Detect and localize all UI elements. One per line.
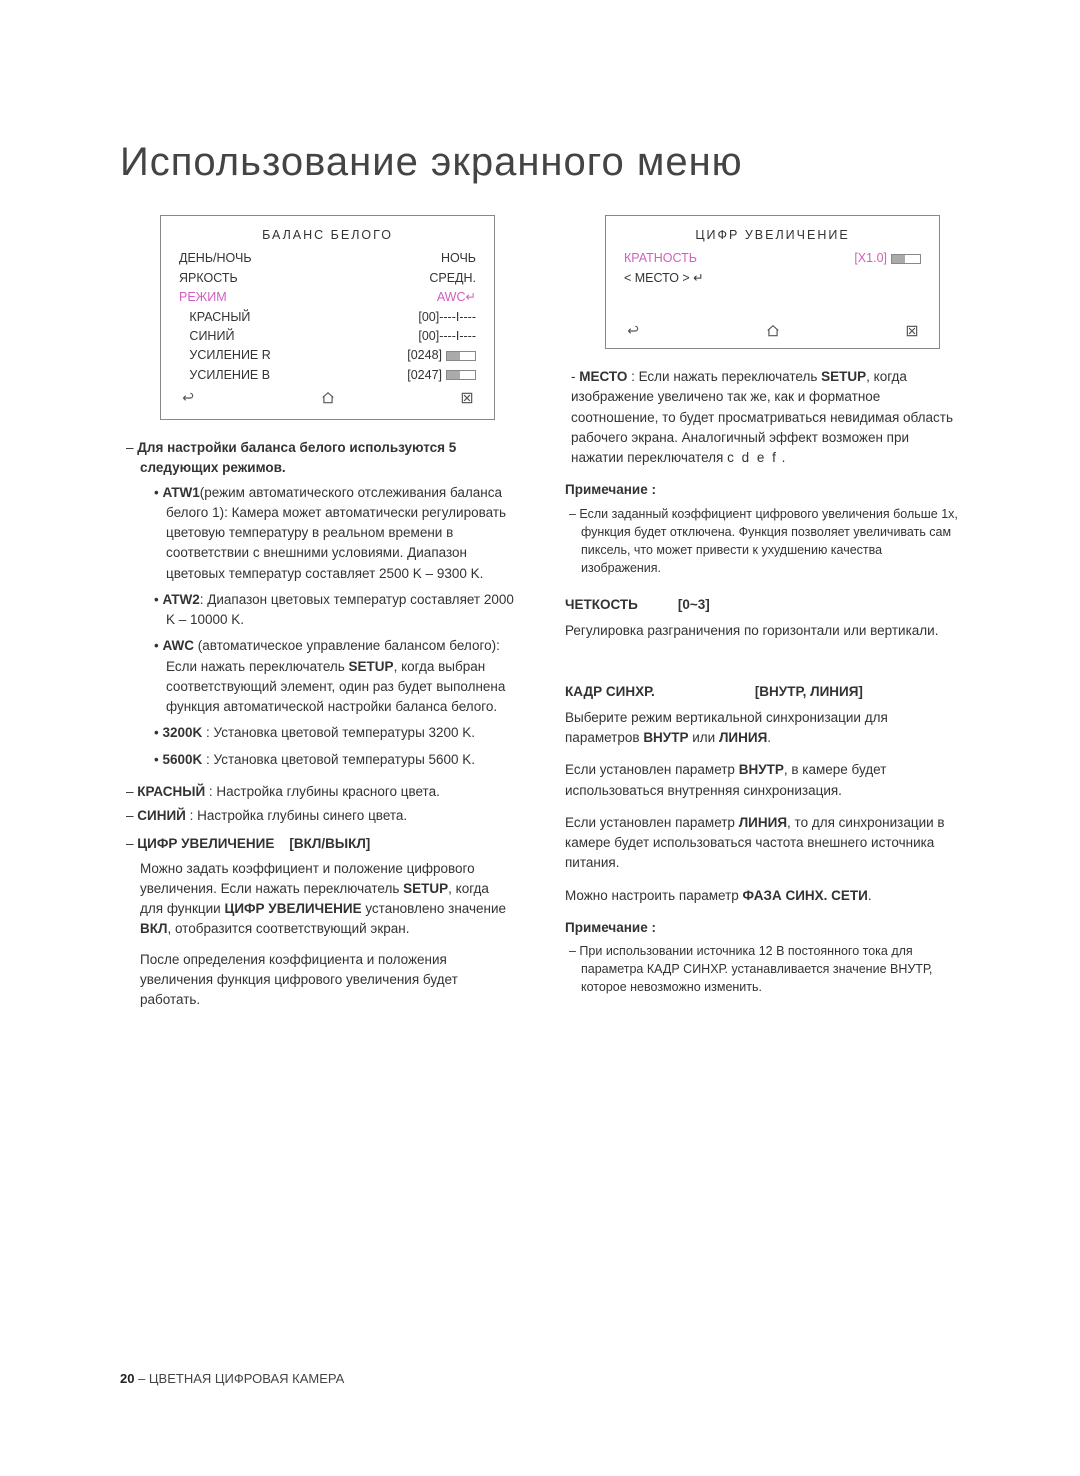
page-title: Использование экранного меню [120, 140, 960, 185]
dzoom-p2: После определения коэффициента и положен… [120, 950, 515, 1011]
osd-row: КРАТНОСТЬ[X1.0] [620, 249, 925, 268]
osd-bottom-icons [620, 318, 925, 338]
mesto-paragraph: - МЕСТО : Если нажать переключатель SETU… [565, 367, 960, 468]
wb-mode-item: • AWC (автоматическое управление балансо… [120, 636, 515, 717]
home-icon [321, 391, 335, 405]
page-footer: 20 – ЦВЕТНАЯ ЦИФРОВАЯ КАМЕРА [120, 1371, 344, 1386]
osd-box-dzoom: ЦИФР УВЕЛИЧЕНИЕ КРАТНОСТЬ[X1.0]< МЕСТО >… [605, 215, 940, 349]
osd-row: СИНИЙ[00]----I---- [175, 327, 480, 346]
wb-intro: – Для настройки баланса белого использую… [120, 438, 515, 479]
return-icon [626, 324, 640, 338]
osd-title: ЦИФР УВЕЛИЧЕНИЕ [620, 226, 925, 245]
two-columns: БАЛАНС БЕЛОГО ДЕНЬ/НОЧЬНОЧЬЯРКОСТЬСРЕДН.… [120, 215, 960, 1022]
wb-mode-item: • ATW1(режим автоматического отслеживани… [120, 483, 515, 584]
sync-p4: Можно настроить параметр ФАЗА СИНХ. СЕТИ… [565, 886, 960, 906]
dzoom-p1: Можно задать коэффициент и положение циф… [120, 859, 515, 940]
osd-row: < МЕСТО > ↵ [620, 269, 925, 288]
dzoom-heading: – ЦИФР УВЕЛИЧЕНИЕ [ВКЛ/ВЫКЛ] [120, 834, 515, 854]
red-setting: – КРАСНЫЙ : Настройка глубины красного ц… [120, 782, 515, 802]
return-icon [181, 391, 195, 405]
blue-setting: – СИНИЙ : Настройка глубины синего цвета… [120, 806, 515, 826]
osd-title: БАЛАНС БЕЛОГО [175, 226, 480, 245]
home-icon [766, 324, 780, 338]
note-heading: Примечание : [565, 918, 960, 938]
wb-mode-item: • 5600K : Установка цветовой температуры… [120, 750, 515, 770]
osd-bottom-icons [175, 385, 480, 405]
wb-mode-item: • 3200K : Установка цветовой температуры… [120, 723, 515, 743]
wb-mode-item: • ATW2: Диапазон цветовых температур сос… [120, 590, 515, 631]
osd-box-white-balance: БАЛАНС БЕЛОГО ДЕНЬ/НОЧЬНОЧЬЯРКОСТЬСРЕДН.… [160, 215, 495, 420]
osd-row: ЯРКОСТЬСРЕДН. [175, 269, 480, 288]
sync-p2: Если установлен параметр ВНУТР, в камере… [565, 760, 960, 801]
right-column: ЦИФР УВЕЛИЧЕНИЕ КРАТНОСТЬ[X1.0]< МЕСТО >… [565, 215, 960, 1022]
close-icon [460, 391, 474, 405]
left-column: БАЛАНС БЕЛОГО ДЕНЬ/НОЧЬНОЧЬЯРКОСТЬСРЕДН.… [120, 215, 515, 1022]
sync-heading: КАДР СИНХР.[ВНУТР, ЛИНИЯ] [565, 682, 960, 702]
osd-row: РЕЖИМAWC↵ [175, 288, 480, 307]
note-body: – Если заданный коэффициент цифрового ув… [565, 505, 960, 578]
osd-row: КРАСНЫЙ[00]----I---- [175, 308, 480, 327]
note-heading: Примечание : [565, 480, 960, 500]
sharpness-heading: ЧЕТКОСТЬ[0~3] [565, 595, 960, 615]
close-icon [905, 324, 919, 338]
osd-row: УСИЛЕНИЕ B[0247] [175, 366, 480, 385]
sharpness-body: Регулировка разграничения по горизонтали… [565, 621, 960, 641]
page: Использование экранного меню БАЛАНС БЕЛО… [0, 0, 1080, 1082]
osd-row: УСИЛЕНИЕ R[0248] [175, 346, 480, 365]
note-body: – При использовании источника 12 В посто… [565, 942, 960, 996]
osd-row: ДЕНЬ/НОЧЬНОЧЬ [175, 249, 480, 268]
sync-p3: Если установлен параметр ЛИНИЯ, то для с… [565, 813, 960, 874]
sync-p1: Выберите режим вертикальной синхронизаци… [565, 708, 960, 749]
